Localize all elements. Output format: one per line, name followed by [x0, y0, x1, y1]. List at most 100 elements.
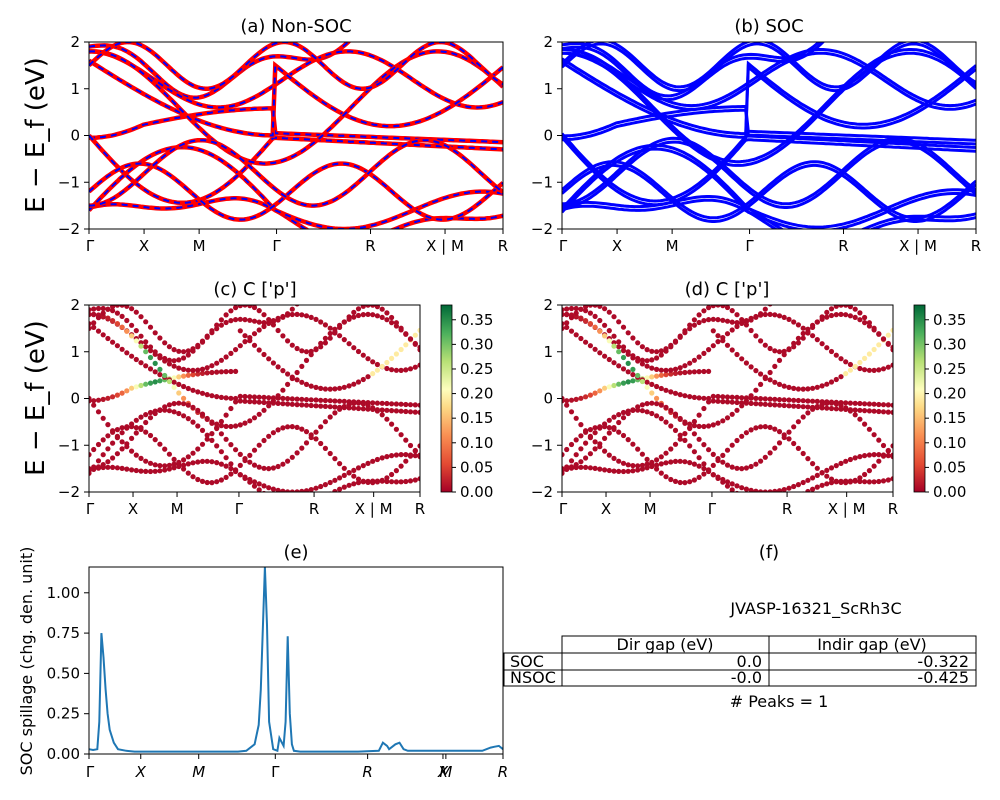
projection-point — [696, 369, 702, 375]
xtick-label: R — [782, 500, 792, 518]
projection-point — [616, 468, 622, 474]
projection-point — [880, 336, 887, 342]
projection-point — [791, 385, 797, 391]
projection-point — [303, 357, 310, 363]
projection-point — [729, 464, 735, 470]
projection-point — [852, 306, 858, 312]
projection-point — [275, 364, 281, 370]
projection-point — [630, 355, 636, 361]
projection-point — [720, 338, 726, 344]
projection-point — [407, 409, 414, 415]
xtick-label: X | M — [899, 237, 937, 255]
projection-point — [795, 397, 802, 404]
projection-point — [280, 461, 286, 467]
projection-point — [412, 332, 418, 338]
projection-point — [767, 305, 773, 307]
band-line-soc — [562, 105, 976, 142]
projection-point — [370, 312, 376, 318]
projection-point — [247, 317, 253, 323]
projection-point — [266, 356, 272, 362]
projection-point — [602, 467, 608, 473]
projection-point — [285, 458, 291, 464]
projection-point — [280, 401, 286, 407]
projection-point — [800, 414, 806, 420]
projection-point — [209, 480, 215, 486]
projection-point — [166, 451, 172, 457]
ytick-label: 0.25 — [47, 705, 80, 723]
projection-point — [199, 366, 206, 372]
projection-point — [795, 403, 802, 409]
projection-point — [233, 305, 239, 311]
projection-point — [611, 343, 617, 349]
projection-point — [398, 408, 404, 414]
xtick-label: M — [193, 237, 206, 255]
projection-point — [663, 372, 669, 378]
xtick-label: X | M — [426, 237, 464, 255]
projection-point — [351, 473, 357, 479]
ytick-label: 1 — [543, 343, 553, 361]
projection-point — [890, 327, 893, 333]
projection-point — [341, 484, 347, 490]
projection-point — [360, 401, 366, 407]
projection-point — [729, 487, 735, 492]
projection-point — [564, 320, 570, 326]
projection-point — [786, 347, 792, 353]
projection-point — [701, 368, 707, 375]
projection-point — [573, 462, 579, 468]
table-row-nsoc-dir: -0.0 — [731, 668, 762, 687]
panel-a-bands — [89, 42, 503, 229]
projection-point — [294, 402, 300, 408]
xtick-label: M — [171, 500, 184, 518]
table-row-nsoc-indir: -0.425 — [917, 668, 969, 687]
projection-point — [398, 452, 404, 458]
projection-point — [247, 338, 253, 344]
projection-point — [562, 395, 565, 402]
projection-point — [147, 348, 154, 354]
projection-point — [654, 401, 660, 407]
projection-point — [417, 402, 420, 408]
projection-point — [143, 419, 149, 426]
projection-point — [355, 465, 362, 471]
projection-point — [218, 317, 224, 323]
projection-point — [119, 439, 125, 445]
projection-point — [261, 437, 267, 444]
projection-point — [758, 381, 764, 387]
projection-point — [592, 439, 598, 445]
projection-point — [743, 322, 750, 328]
projection-point — [389, 408, 395, 414]
projection-point — [819, 341, 825, 347]
projection-point — [157, 441, 163, 447]
projection-point — [228, 405, 234, 412]
panel-d-colorbar — [913, 304, 926, 493]
projection-point — [691, 449, 698, 455]
projection-point — [181, 401, 187, 407]
projection-point — [204, 365, 210, 371]
projection-point — [214, 421, 220, 427]
projection-point — [696, 412, 702, 418]
projection-point — [729, 308, 735, 314]
projection-point — [412, 447, 418, 454]
projection-point — [687, 460, 693, 466]
projection-point — [862, 479, 868, 485]
ylabel-middle: E − E_f (eV) — [21, 320, 51, 476]
projection-point — [185, 352, 191, 358]
projection-point — [261, 394, 267, 400]
projection-point — [583, 429, 589, 435]
projection-point — [720, 418, 726, 424]
projection-point — [204, 333, 210, 339]
projection-point — [228, 461, 234, 467]
projection-point — [578, 464, 584, 470]
ytick-label: −1 — [531, 436, 553, 454]
projection-point — [847, 367, 854, 373]
projection-point — [171, 456, 177, 462]
xtick-label: Γ — [271, 763, 280, 781]
projection-point — [706, 423, 712, 429]
projection-point — [407, 478, 414, 484]
projection-point — [327, 414, 333, 420]
projection-point — [91, 446, 97, 453]
projection-point — [625, 410, 631, 417]
projection-point — [294, 396, 300, 402]
projection-point — [682, 420, 688, 426]
projection-point — [573, 310, 579, 316]
projection-point — [814, 384, 820, 390]
